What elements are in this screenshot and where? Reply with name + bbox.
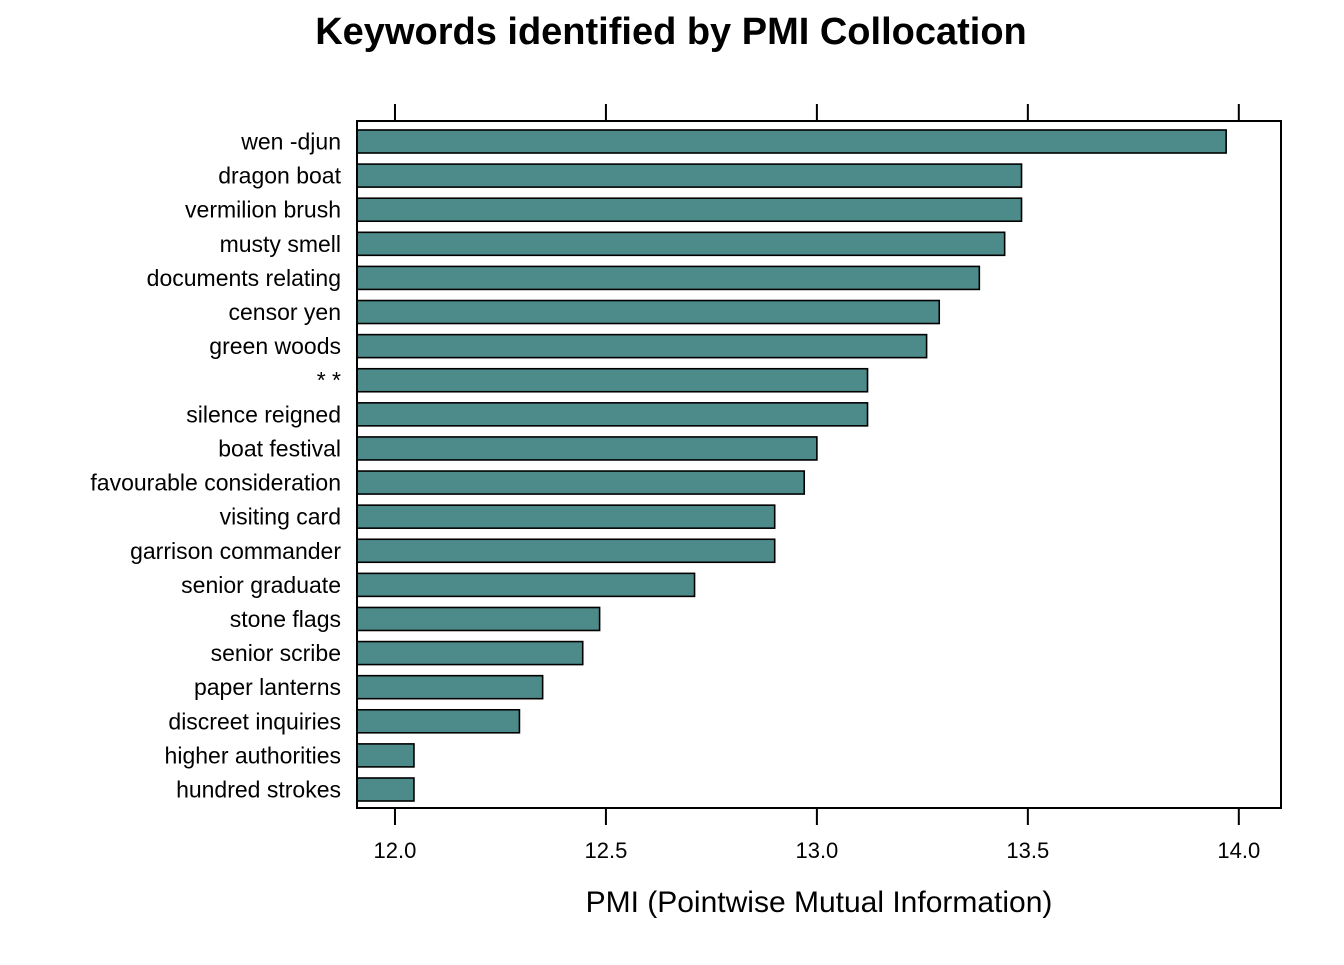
category-label: discreet inquiries	[168, 708, 341, 734]
x-tick-label: 12.0	[374, 838, 417, 863]
category-label: higher authorities	[165, 742, 341, 768]
category-label: paper lanterns	[194, 674, 341, 700]
bar	[356, 402, 869, 427]
category-labels: wen -djun dragon boat vermilion brush musty…	[90, 129, 341, 803]
category-label: green woods	[209, 333, 341, 359]
bar	[356, 640, 584, 666]
category-label: garrison commander	[130, 538, 341, 564]
bar	[356, 606, 601, 632]
bar	[356, 367, 869, 393]
bar	[356, 265, 981, 291]
category-label: senior scribe	[211, 640, 341, 666]
category-label: favourable consideration	[90, 470, 341, 496]
bar	[356, 197, 1023, 223]
bar	[356, 708, 521, 734]
x-tick-label: 13.0	[795, 838, 838, 863]
category-label: senior graduate	[181, 572, 341, 598]
category-label: censor yen	[228, 299, 341, 325]
category-label: wen -djun	[240, 129, 341, 155]
bar	[356, 777, 415, 802]
bar	[356, 333, 928, 359]
x-axis-title: PMI (Pointwise Mutual Information)	[586, 886, 1053, 919]
category-label: stone flags	[230, 606, 341, 632]
bar	[356, 436, 818, 461]
bar	[356, 572, 696, 598]
category-label: boat festival	[218, 435, 341, 461]
category-label: musty smell	[220, 231, 341, 257]
x-tick-label: 14.0	[1217, 838, 1260, 863]
bar	[356, 538, 776, 564]
bar	[356, 231, 1006, 257]
category-label: dragon boat	[218, 163, 341, 189]
bar	[356, 470, 806, 495]
bar	[356, 163, 1023, 188]
bar	[356, 743, 415, 768]
bar	[356, 504, 776, 529]
bar	[356, 299, 941, 325]
category-label: * *	[317, 367, 341, 393]
bar	[356, 129, 1227, 154]
category-label: vermilion brush	[185, 197, 341, 223]
x-tick-label: 12.5	[585, 838, 628, 863]
category-label: hundred strokes	[176, 777, 341, 803]
x-axis-ticks: 12.0 12.5 13.0 13.5 14.0	[374, 104, 1260, 863]
category-label: silence reigned	[186, 401, 341, 427]
x-tick-label: 13.5	[1006, 838, 1049, 863]
chart-title: Keywords identified by PMI Collocation	[315, 11, 1027, 53]
bars-layer	[356, 129, 1227, 802]
plot-frame	[356, 120, 1282, 809]
category-label: visiting card	[220, 504, 341, 530]
category-label: documents relating	[147, 265, 341, 291]
bar	[356, 674, 544, 700]
